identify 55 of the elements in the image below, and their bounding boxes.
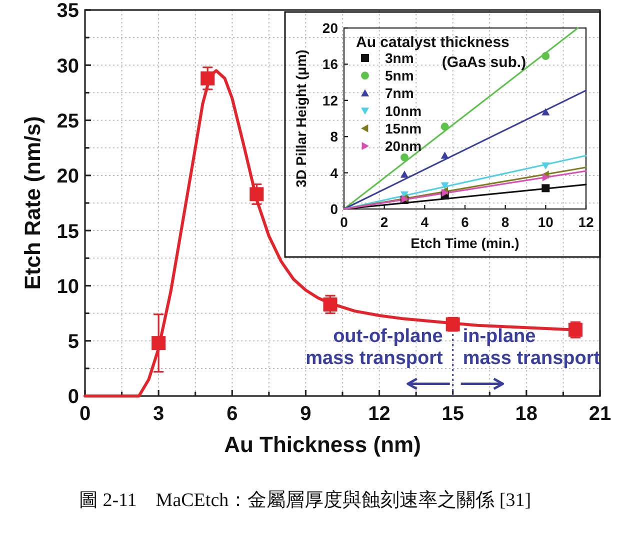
- point: [400, 170, 408, 178]
- legend-title: Au catalyst thickness: [356, 34, 510, 51]
- x-axis-title: Au Thickness (nm): [224, 432, 421, 457]
- legend-label: 10nm: [385, 102, 422, 119]
- point: [200, 71, 215, 86]
- x-tick-label: 3: [153, 403, 164, 425]
- y-axis-title: Etch Rate (nm/s): [20, 116, 45, 290]
- x-tick-label: 10: [538, 214, 554, 230]
- point: [250, 187, 264, 202]
- point: [542, 173, 550, 182]
- point: [323, 297, 338, 312]
- point: [542, 184, 550, 192]
- x-tick-label: 4: [420, 214, 429, 230]
- y-tick-label: 4: [330, 164, 338, 181]
- legend-label: 7nm: [385, 85, 414, 102]
- y-tick-label: 0: [330, 201, 338, 218]
- legend-label: 5nm: [385, 68, 414, 84]
- x-tick-label: 12: [578, 214, 594, 230]
- x-tick-label: 12: [368, 403, 390, 425]
- point: [542, 52, 550, 60]
- y-tick-label: 16: [322, 56, 338, 72]
- point: [400, 153, 408, 162]
- annotation: out-of-plane mass transport: [306, 326, 444, 369]
- y-axis-title: 3D Pillar Height (μm): [293, 50, 309, 188]
- annotation: (GaAs sub.): [442, 54, 526, 71]
- y-tick-label: 8: [330, 128, 338, 145]
- point: [440, 182, 449, 190]
- point: [542, 108, 550, 116]
- point: [440, 152, 449, 159]
- y-tick-label: 25: [56, 110, 79, 132]
- y-tick-label: 30: [56, 55, 79, 78]
- x-tick-label: 6: [461, 214, 470, 230]
- x-tick-label: 0: [340, 214, 348, 230]
- x-tick-label: 8: [501, 214, 510, 230]
- x-tick-label: 15: [442, 403, 464, 425]
- x-tick-label: 21: [588, 403, 612, 425]
- legend-label: 15nm: [385, 120, 422, 136]
- y-tick-label: 0: [68, 386, 79, 408]
- caption: 圖 2-11 MaCEtch：金屬層厚度與蝕刻速率之關係 [31]: [78, 489, 532, 511]
- y-tick-label: 20: [322, 20, 338, 36]
- x-tick-label: 6: [226, 403, 238, 425]
- legend-label: 3nm: [385, 50, 414, 66]
- legend-label: 20nm: [385, 138, 422, 154]
- point: [542, 162, 550, 170]
- point: [152, 336, 166, 350]
- y-tick-label: 5: [68, 331, 79, 354]
- x-tick-label: 9: [300, 403, 312, 425]
- x-axis-title: Etch Time (min.): [410, 235, 520, 251]
- x-tick-label: 2: [380, 214, 388, 230]
- y-tick-label: 12: [322, 92, 338, 108]
- x-tick-label: 18: [515, 403, 538, 425]
- point: [440, 122, 449, 131]
- y-tick-label: 20: [56, 166, 79, 188]
- y-tick-label: 35: [56, 0, 79, 22]
- y-tick-label: 10: [56, 276, 79, 298]
